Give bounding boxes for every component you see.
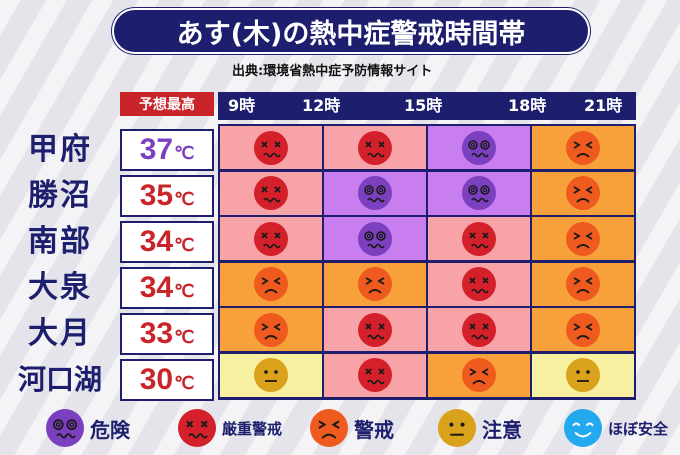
legend-item-genju: 厳重警戒 [178,408,282,448]
alert-cell [324,353,426,397]
city-name: 河口湖 [17,363,102,396]
max-temp-value: 33 ℃ [120,313,214,355]
legend-item-anzen: ほぼ安全 [564,408,668,448]
chui-face-icon [566,358,600,392]
time-label-9: 9時 [228,96,256,115]
max-temp-value: 34 ℃ [120,267,214,309]
genju-face-icon [358,358,392,392]
alert-cell [532,262,634,306]
time-header: 9時 12時 15時 18時 21時 [218,92,636,120]
temp-number: 35 [139,179,174,212]
time-label-12: 12時 [302,96,341,115]
alert-cell [428,308,530,351]
genju-face-icon [358,130,392,165]
max-temp-value: 34 ℃ [120,221,214,263]
time-label-18: 18時 [508,96,547,115]
time-label-15: 15時 [404,96,443,115]
kiken-face-icon [462,176,496,210]
temp-number: 34 [139,225,174,258]
temp-number: 34 [139,271,174,304]
alert-cell [428,171,530,215]
legend-label: 危険 [90,417,130,442]
alert-grid [218,124,636,400]
max-temp-value: 37 ℃ [120,129,214,171]
legend-item-kiken: 危険 [46,408,130,448]
legend-item-keikai: 警戒 [310,408,394,448]
temp-number: 37 [139,133,174,166]
source-credit: 出典:環境省熱中症予防情報サイト [232,64,433,79]
legend-item-chui: 注意 [438,408,522,448]
genju-face-icon [462,312,496,347]
alert-cell [324,262,426,306]
alert-cell [532,308,634,351]
keikai-face-icon [566,221,600,256]
legend-label: 警戒 [354,417,394,442]
alert-cell [324,308,426,351]
keikai-face-icon [254,312,288,347]
temp-unit: ℃ [174,142,195,163]
temp-number: 30 [139,363,174,396]
alert-cell [428,353,530,397]
keikai-face-icon [566,267,600,301]
page-title: あす(木)の熱中症警戒時間帯 [112,8,590,54]
max-temp-header: 予想最高 [120,92,214,116]
chui-face-icon [438,409,476,447]
alert-cell [220,308,322,351]
temp-unit: ℃ [174,188,195,209]
temp-number: 33 [139,317,174,350]
temp-unit: ℃ [174,326,195,347]
keikai-face-icon [254,267,288,301]
temp-unit: ℃ [174,372,195,393]
alert-cell [532,353,634,397]
genju-face-icon [254,176,288,210]
city-name: 大月 [28,316,92,351]
alert-cell [324,171,426,215]
genju-face-icon [462,221,496,256]
city-name: 甲府 [28,132,92,167]
alert-cell [220,217,322,260]
alert-cell [428,126,530,169]
max-temp-value: 30 ℃ [120,359,214,401]
keikai-face-icon [462,358,496,392]
genju-face-icon [254,130,288,165]
kiken-face-icon [462,130,496,165]
kiken-face-icon [358,176,392,210]
anzen-face-icon [564,409,602,447]
alert-cell [428,217,530,260]
alert-cell [220,171,322,215]
city-name: 南部 [28,224,92,259]
temp-unit: ℃ [174,234,195,255]
temp-unit: ℃ [174,280,195,301]
alert-cell [324,126,426,169]
alert-cell [532,126,634,169]
kiken-face-icon [358,221,392,256]
keikai-face-icon [358,267,392,301]
alert-cell [220,262,322,306]
kiken-face-icon [46,409,84,447]
genju-face-icon [358,312,392,347]
city-name: 大泉 [28,270,92,305]
alert-cell [532,217,634,260]
legend-label: 注意 [482,417,522,442]
city-name: 勝沼 [28,178,92,213]
chui-face-icon [254,358,288,392]
genju-face-icon [254,221,288,256]
keikai-face-icon [566,312,600,347]
alert-cell [428,262,530,306]
alert-cell [220,353,322,397]
genju-face-icon [462,267,496,301]
keikai-face-icon [310,409,348,447]
legend-label: 厳重警戒 [222,419,283,438]
alert-cell [324,217,426,260]
alert-cell [532,171,634,215]
keikai-face-icon [566,130,600,165]
alert-cell [220,126,322,169]
max-temp-value: 35 ℃ [120,175,214,217]
genju-face-icon [178,409,216,447]
time-label-21: 21時 [584,96,623,115]
keikai-face-icon [566,176,600,210]
legend-label: ほぼ安全 [608,419,669,438]
